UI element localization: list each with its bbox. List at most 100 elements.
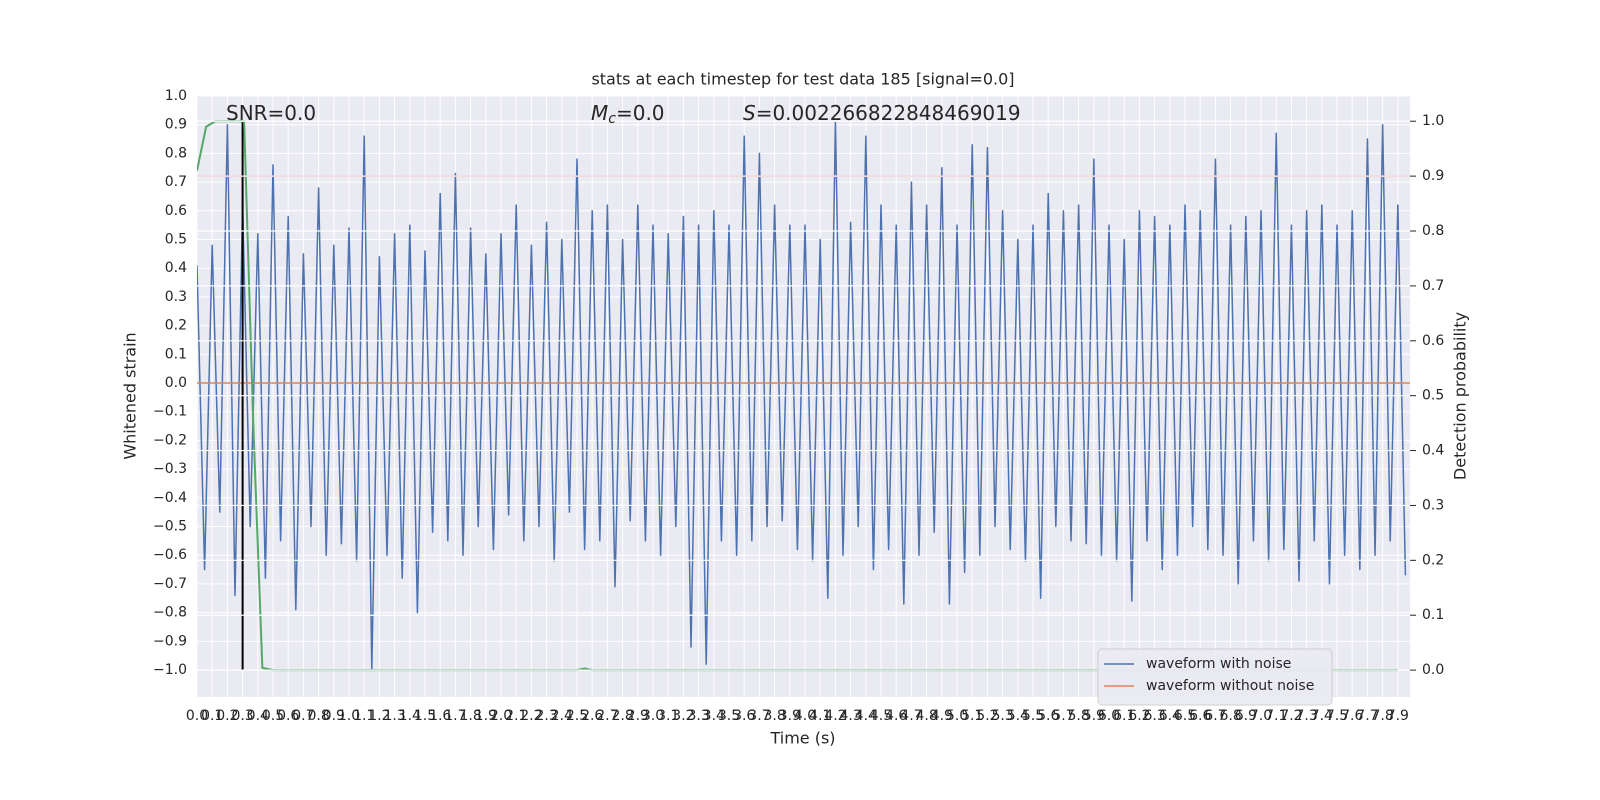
x-tick-label: 0.4 (247, 708, 269, 724)
x-tick-label: 2.5 (566, 708, 588, 724)
x-tick-label: 5.4 (1007, 708, 1029, 724)
x-tick-label: 2.3 (535, 708, 557, 724)
x-tick-label: 7.6 (1341, 708, 1363, 724)
x-tick-label: 5.8 (1067, 708, 1089, 724)
annotation: Mc=0.0 (591, 101, 665, 128)
x-axis-label: Time (s) (769, 729, 835, 748)
y-tick-label: −0.9 (153, 633, 187, 649)
y-tick-label: 0.9 (165, 117, 187, 133)
x-tick-label: 1.8 (459, 708, 481, 724)
x-tick-label: 2.2 (520, 708, 542, 724)
x-tick-label: 5.3 (991, 708, 1013, 724)
x-tick-label: 1.9 (475, 708, 497, 724)
x-tick-label: 0.1 (201, 708, 223, 724)
x-tick-label: 1.6 (429, 708, 451, 724)
y2-tick-label: 0.2 (1422, 552, 1444, 568)
y-tick-label: 0.7 (165, 174, 187, 190)
plot-background (197, 96, 1410, 697)
legend-label: waveform with noise (1146, 656, 1291, 672)
x-tick-label: 5.5 (1022, 708, 1044, 724)
x-tick-label: 7.0 (1250, 708, 1272, 724)
annotation-text: =0.0 (616, 101, 665, 125)
x-tick-label: 6.1 (1113, 708, 1135, 724)
y2-tick-label: 0.6 (1422, 333, 1444, 349)
x-tick-label: 1.5 (414, 708, 436, 724)
y-tick-label: −0.8 (153, 605, 187, 621)
x-tick-label: 2.7 (596, 708, 618, 724)
x-tick-label: 4.6 (885, 708, 907, 724)
x-tick-label: 0.5 (262, 708, 284, 724)
y-tick-label: 0.1 (165, 346, 187, 362)
y-tick-label: −0.7 (153, 576, 187, 592)
y2-tick-label: 0.9 (1422, 168, 1444, 184)
x-tick-label: 4.5 (870, 708, 892, 724)
annotation-text: =0.002266822848469019 (756, 101, 1021, 125)
y2-tick-label: 0.5 (1422, 388, 1444, 404)
y-tick-label: −0.2 (153, 432, 187, 448)
x-tick-label: 7.1 (1265, 708, 1287, 724)
x-tick-label: 5.9 (1083, 708, 1105, 724)
x-tick-label: 3.0 (642, 708, 664, 724)
x-tick-label: 7.7 (1356, 708, 1378, 724)
x-tick-label: 3.1 (657, 708, 679, 724)
x-tick-label: 4.4 (855, 708, 877, 724)
y-tick-label: 1.0 (165, 88, 187, 104)
y2-tick-label: 0.7 (1422, 278, 1444, 294)
x-tick-label: 6.4 (1159, 708, 1181, 724)
x-tick-label: 3.5 (718, 708, 740, 724)
y-axis-label: Whitened strain (121, 332, 140, 459)
x-tick-label: 6.0 (1098, 708, 1120, 724)
y-tick-label: −1.0 (153, 662, 187, 678)
x-tick-label: 6.9 (1235, 708, 1257, 724)
x-tick-label: 1.3 (383, 708, 405, 724)
y2-tick-label: 0.8 (1422, 223, 1444, 239)
x-tick-label: 6.2 (1128, 708, 1150, 724)
x-tick-label: 7.9 (1387, 708, 1409, 724)
annotation-symbol: S (743, 101, 756, 125)
y2-tick-label: 0.1 (1422, 607, 1444, 623)
y-tick-label: 0.5 (165, 232, 187, 248)
x-tick-label: 7.8 (1372, 708, 1394, 724)
x-tick-label: 3.3 (687, 708, 709, 724)
x-tick-label: 5.2 (976, 708, 998, 724)
x-tick-label: 4.7 (900, 708, 922, 724)
x-tick-label: 3.9 (779, 708, 801, 724)
x-tick-label: 6.8 (1220, 708, 1242, 724)
y-tick-label: 0.0 (165, 375, 187, 391)
x-tick-label: 1.7 (444, 708, 466, 724)
x-tick-label: 6.3 (1143, 708, 1165, 724)
x-tick-label: 4.2 (824, 708, 846, 724)
x-tick-label: 6.5 (1174, 708, 1196, 724)
x-tick-label: 2.8 (611, 708, 633, 724)
x-tick-label: 0.2 (216, 708, 238, 724)
x-tick-label: 2.0 (490, 708, 512, 724)
series-line (197, 121, 1407, 671)
x-tick-label: 4.9 (931, 708, 953, 724)
x-tick-label: 1.4 (399, 708, 421, 724)
x-tick-label: 1.1 (353, 708, 375, 724)
legend-label: waveform without noise (1146, 678, 1314, 694)
x-tick-label: 2.1 (505, 708, 527, 724)
x-tick-label: 1.0 (338, 708, 360, 724)
x-tick-label: 6.7 (1204, 708, 1226, 724)
y-tick-label: −0.1 (153, 404, 187, 420)
x-tick-label: 7.4 (1311, 708, 1333, 724)
y-tick-label: −0.3 (153, 461, 187, 477)
x-tick-label: 7.5 (1326, 708, 1348, 724)
x-tick-label: 3.8 (763, 708, 785, 724)
x-tick-label: 4.3 (839, 708, 861, 724)
legend: waveform with noise waveform without nois… (1097, 648, 1333, 706)
chart-title: stats at each timestep for test data 185… (591, 70, 1014, 89)
y-tick-label: −0.5 (153, 519, 187, 535)
y2-axis-label: Detection probability (1451, 312, 1470, 480)
x-tick-label: 4.8 (915, 708, 937, 724)
y-tick-label: −0.6 (153, 547, 187, 563)
annotation-text: SNR=0.0 (226, 101, 316, 125)
x-tick-label: 7.2 (1280, 708, 1302, 724)
annotation: S=0.002266822848469019 (743, 101, 1021, 125)
y2-tick-label: 0.3 (1422, 497, 1444, 513)
annotation: SNR=0.0 (226, 101, 316, 125)
x-tick-label: 4.0 (794, 708, 816, 724)
y-tick-label: 0.3 (165, 289, 187, 305)
